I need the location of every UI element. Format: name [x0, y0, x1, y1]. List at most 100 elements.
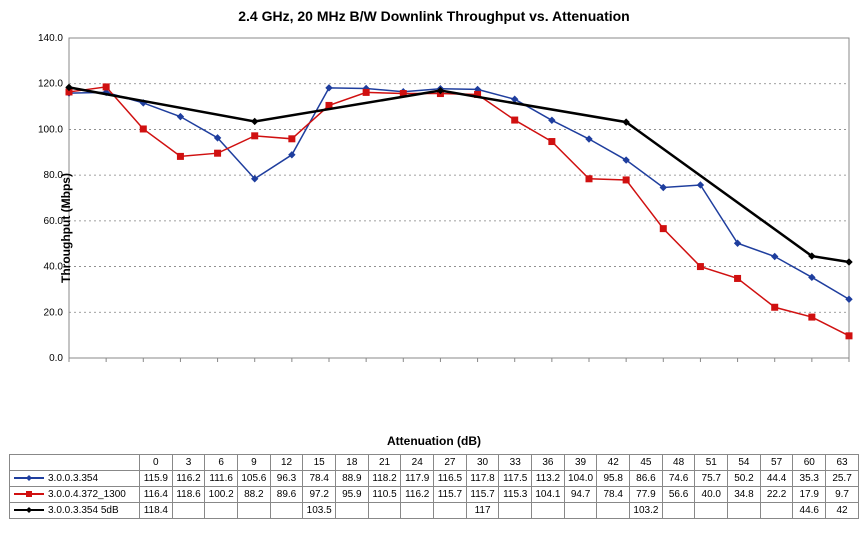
table-col-header: 18: [336, 455, 369, 471]
table-cell: 34.8: [728, 487, 761, 503]
table-cell: [564, 503, 597, 519]
table-col-header: 6: [205, 455, 238, 471]
table-cell: 88.2: [238, 487, 271, 503]
table-col-header: 63: [826, 455, 859, 471]
table-col-header: 12: [270, 455, 303, 471]
table-cell: [172, 503, 205, 519]
chart-title: 2.4 GHz, 20 MHz B/W Downlink Throughput …: [8, 8, 860, 24]
table-col-header: 57: [760, 455, 793, 471]
series-legend-label: 3.0.0.4.372_1300: [48, 489, 126, 500]
table-cell: [695, 503, 728, 519]
table-cell: 86.6: [630, 471, 663, 487]
table-cell: 40.0: [695, 487, 728, 503]
table-cell: 56.6: [662, 487, 695, 503]
table-cell: 25.7: [826, 471, 859, 487]
table-row: 3.0.0.4.372_1300116.4118.6100.288.289.69…: [10, 487, 859, 503]
table-cell: 117.9: [401, 471, 434, 487]
table-cell: [597, 503, 630, 519]
table-col-header: 21: [368, 455, 401, 471]
table-cell: 118.2: [368, 471, 401, 487]
svg-text:120.0: 120.0: [38, 79, 63, 90]
table-row: 3.0.0.3.354 5dB118.4103.5117103.244.642: [10, 503, 859, 519]
table-cell: 17.9: [793, 487, 826, 503]
table-cell: 116.2: [401, 487, 434, 503]
table-cell: [238, 503, 271, 519]
table-cell: 115.7: [466, 487, 499, 503]
svg-text:0.0: 0.0: [49, 353, 63, 364]
table-cell: 105.6: [238, 471, 271, 487]
table-cell: 96.3: [270, 471, 303, 487]
table-cell: 50.2: [728, 471, 761, 487]
table-cell: 104.1: [532, 487, 565, 503]
table-cell: 103.2: [630, 503, 663, 519]
legend-marker-icon: [14, 505, 44, 515]
series-legend-cell: 3.0.0.3.354: [10, 471, 140, 487]
table-cell: 116.5: [434, 471, 467, 487]
chart-svg: 0.020.040.060.080.0100.0120.0140.0: [9, 28, 859, 388]
table-cell: 115.3: [499, 487, 532, 503]
table-cell: 100.2: [205, 487, 238, 503]
table-cell: 78.4: [303, 471, 336, 487]
table-cell: 22.2: [760, 487, 793, 503]
table-cell: 95.8: [597, 471, 630, 487]
series-legend-cell: 3.0.0.4.372_1300: [10, 487, 140, 503]
table-cell: 118.4: [140, 503, 173, 519]
table-cell: 104.0: [564, 471, 597, 487]
table-cell: [499, 503, 532, 519]
chart-container: Throughput (Mbps) 0.020.040.060.080.0100…: [9, 28, 859, 428]
table-col-header: 45: [630, 455, 663, 471]
table-cell: 103.5: [303, 503, 336, 519]
table-cell: [205, 503, 238, 519]
table-cell: [368, 503, 401, 519]
table-corner: [10, 455, 140, 471]
data-table: 0369121518212427303336394245485154576063…: [9, 454, 859, 519]
legend-marker-icon: [14, 489, 44, 499]
table-cell: 75.7: [695, 471, 728, 487]
table-row: 3.0.0.3.354115.9116.2111.6105.696.378.48…: [10, 471, 859, 487]
table-cell: 77.9: [630, 487, 663, 503]
table-cell: [760, 503, 793, 519]
table-cell: 89.6: [270, 487, 303, 503]
table-cell: [336, 503, 369, 519]
table-col-header: 3: [172, 455, 205, 471]
y-axis-label: Throughput (Mbps): [59, 173, 73, 283]
table-header-row: 0369121518212427303336394245485154576063: [10, 455, 859, 471]
table-cell: [662, 503, 695, 519]
table-col-header: 60: [793, 455, 826, 471]
svg-text:100.0: 100.0: [38, 124, 63, 135]
series-legend-label: 3.0.0.3.354 5dB: [48, 505, 119, 516]
table-cell: 113.2: [532, 471, 565, 487]
table-cell: 117.8: [466, 471, 499, 487]
table-cell: 44.4: [760, 471, 793, 487]
table-cell: 88.9: [336, 471, 369, 487]
x-axis-label: Attenuation (dB): [8, 434, 860, 448]
table-cell: 94.7: [564, 487, 597, 503]
table-cell: [532, 503, 565, 519]
table-cell: 110.5: [368, 487, 401, 503]
svg-text:20.0: 20.0: [44, 307, 64, 318]
table-cell: 35.3: [793, 471, 826, 487]
series-legend-cell: 3.0.0.3.354 5dB: [10, 503, 140, 519]
table-col-header: 39: [564, 455, 597, 471]
table-col-header: 30: [466, 455, 499, 471]
table-cell: 44.6: [793, 503, 826, 519]
table-cell: 117.5: [499, 471, 532, 487]
table-col-header: 48: [662, 455, 695, 471]
table-cell: [434, 503, 467, 519]
table-col-header: 0: [140, 455, 173, 471]
table-cell: 111.6: [205, 471, 238, 487]
table-col-header: 54: [728, 455, 761, 471]
svg-text:140.0: 140.0: [38, 33, 63, 44]
table-cell: 97.2: [303, 487, 336, 503]
table-cell: 9.7: [826, 487, 859, 503]
table-col-header: 33: [499, 455, 532, 471]
table-cell: 116.4: [140, 487, 173, 503]
table-col-header: 27: [434, 455, 467, 471]
table-cell: 115.9: [140, 471, 173, 487]
table-col-header: 9: [238, 455, 271, 471]
table-cell: 118.6: [172, 487, 205, 503]
table-cell: 116.2: [172, 471, 205, 487]
table-cell: [270, 503, 303, 519]
table-col-header: 36: [532, 455, 565, 471]
table-cell: 117: [466, 503, 499, 519]
